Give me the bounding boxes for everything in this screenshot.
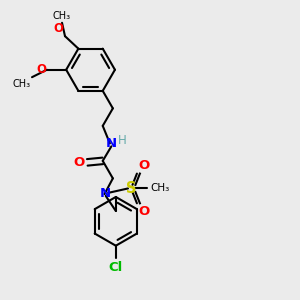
Text: N: N (100, 187, 111, 200)
Text: O: O (138, 159, 150, 172)
Text: CH₃: CH₃ (150, 183, 170, 194)
Text: H: H (118, 134, 127, 147)
Text: CH₃: CH₃ (13, 79, 31, 89)
Text: N: N (106, 137, 117, 150)
Text: O: O (36, 63, 46, 76)
Text: S: S (126, 181, 136, 196)
Text: CH₃: CH₃ (53, 11, 71, 21)
Text: O: O (54, 22, 64, 35)
Text: O: O (138, 205, 150, 218)
Text: Cl: Cl (109, 261, 123, 274)
Text: O: O (73, 156, 84, 169)
